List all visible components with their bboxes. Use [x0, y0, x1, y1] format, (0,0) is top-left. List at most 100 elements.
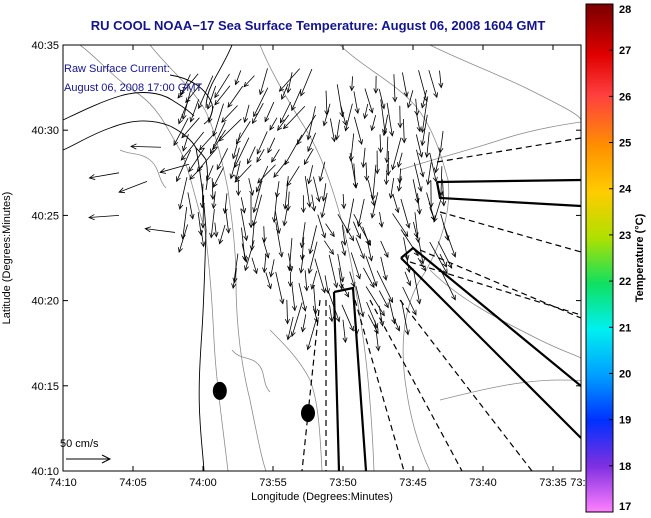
current-vector-shaft — [416, 149, 424, 177]
current-vector-shaft — [235, 160, 241, 180]
current-vector-head — [229, 173, 235, 180]
current-vector-shaft — [308, 241, 318, 274]
current-vector-head — [318, 176, 324, 183]
current-vector-shaft — [313, 176, 320, 202]
current-vector-head — [451, 294, 456, 301]
current-vector-shaft — [264, 101, 275, 122]
current-vector-shaft — [415, 134, 423, 158]
current-vector-head — [211, 203, 217, 210]
current-vector-head — [234, 162, 239, 169]
current-vector-shaft — [307, 132, 317, 152]
current-vector-shaft — [407, 90, 414, 108]
current-vector-shaft — [263, 226, 265, 242]
current-vector-shaft — [236, 121, 251, 144]
current-vector-shaft — [298, 282, 306, 311]
x-tick-label: 74:00 — [189, 477, 217, 489]
current-vector-shaft — [403, 119, 405, 143]
current-vector-shaft — [273, 160, 287, 178]
current-vector-head — [291, 105, 296, 112]
current-vector-head — [307, 146, 313, 153]
current-vector-head — [397, 122, 403, 129]
current-vector-head — [235, 190, 241, 197]
current-vector-shaft — [362, 147, 366, 168]
current-vector-head — [363, 113, 368, 120]
current-vector-shaft — [417, 257, 426, 271]
current-vector-head — [447, 262, 453, 269]
current-vector-head — [214, 92, 220, 99]
current-vector-shaft — [210, 208, 215, 238]
current-vector-shaft — [383, 114, 389, 136]
current-vector-shaft — [198, 75, 214, 109]
current-vector-head — [274, 192, 280, 199]
current-vector-shaft — [336, 84, 343, 117]
current-vector-shaft — [401, 300, 409, 335]
current-vector-head — [342, 120, 348, 126]
current-vector-head — [324, 288, 330, 295]
current-vector-head — [264, 252, 270, 259]
current-vector-head — [253, 268, 258, 275]
current-vector-head — [180, 155, 186, 161]
current-vector-shaft — [329, 118, 335, 142]
current-vector-head — [432, 176, 438, 183]
current-vector-head — [181, 132, 187, 139]
y-tick-label: 40:25 — [31, 210, 59, 222]
current-vector-shaft — [256, 131, 268, 155]
current-vector-head — [349, 85, 355, 92]
current-vector-shaft — [397, 152, 403, 168]
current-vector-shaft — [371, 192, 379, 218]
current-vector-head — [267, 147, 273, 154]
current-vector-shaft — [341, 304, 354, 331]
current-vector-head — [291, 305, 297, 312]
current-vector-head — [441, 200, 447, 207]
coverage-solid-lines — [332, 178, 581, 471]
current-vector-shaft — [385, 163, 388, 185]
current-vector-head — [419, 258, 425, 265]
current-vector-head — [159, 168, 167, 174]
current-vector-shaft — [416, 114, 421, 132]
current-vector-head — [198, 230, 204, 237]
current-vector-shaft — [265, 272, 272, 289]
current-vector-head — [244, 265, 249, 272]
current-vector-head — [349, 235, 355, 242]
current-vector-head — [177, 92, 183, 99]
colorbar-tick-label: 22 — [619, 276, 631, 288]
colorbar-tick-label: 18 — [619, 461, 631, 473]
coastline-upper-bay — [63, 92, 195, 121]
current-vector-shaft — [342, 193, 345, 209]
current-vector-shaft — [283, 208, 288, 226]
current-vector-head — [361, 162, 367, 169]
current-vector-head — [200, 241, 206, 248]
colorbar-gradient — [585, 3, 614, 513]
current-vector-head — [252, 118, 257, 125]
current-vector-shaft — [421, 114, 428, 146]
current-vector-shaft — [304, 270, 308, 291]
station-markers — [212, 381, 315, 423]
colorbar: 28 27 26 25 24 23 22 21 20 19 18 17 Temperature (°C… — [585, 3, 646, 513]
current-vector-shaft — [189, 165, 204, 180]
y-tick-label: 40:30 — [31, 125, 59, 137]
current-vector-head — [300, 326, 306, 333]
current-vector-shaft — [433, 191, 444, 223]
current-vector-head — [352, 182, 358, 189]
current-vector-shaft — [270, 259, 275, 277]
current-vector-head — [391, 318, 397, 325]
current-vector-head — [189, 213, 195, 220]
current-vector-shaft — [362, 226, 370, 245]
current-vector-shaft — [386, 136, 389, 163]
current-vector-head — [185, 97, 191, 104]
current-vector-shaft — [379, 134, 382, 153]
current-vector-head — [248, 222, 254, 229]
current-vector-head — [339, 276, 345, 283]
current-vector-head — [368, 107, 374, 114]
current-vector-head — [178, 203, 184, 210]
current-vector-shaft — [371, 115, 377, 131]
current-vector-shaft — [365, 286, 385, 316]
current-vector-head — [378, 147, 384, 154]
current-vector-head — [277, 125, 283, 132]
current-vector-shaft — [188, 147, 205, 172]
current-vector-shaft — [380, 240, 389, 258]
current-vector-head — [425, 179, 431, 186]
current-vector-shaft — [398, 176, 402, 192]
coastline-main — [63, 120, 207, 471]
current-vector-shaft — [358, 198, 365, 227]
